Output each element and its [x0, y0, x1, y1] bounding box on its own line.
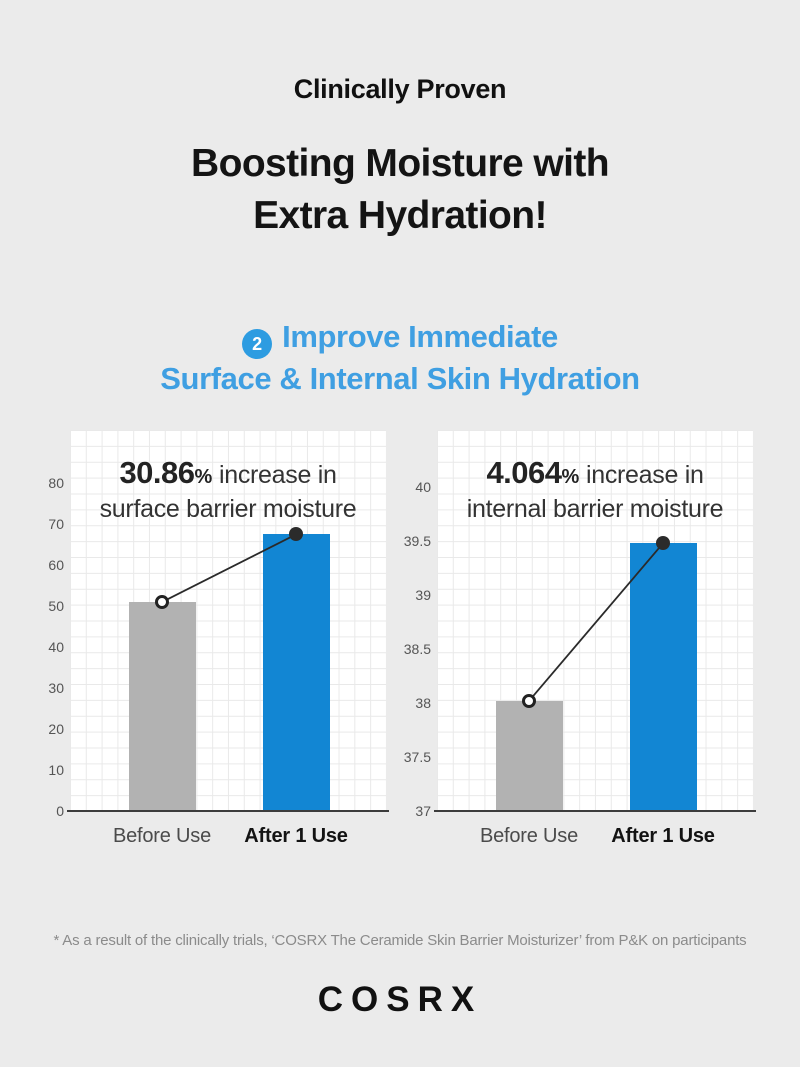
y-axis-tick-label: 10	[48, 762, 64, 779]
chart-title-left: 30.86% increase in surface barrier moist…	[70, 455, 386, 524]
y-axis-tick-label: 39.5	[403, 533, 431, 550]
chart-title-right-line2: internal barrier moisture	[466, 495, 724, 523]
y-axis-tick-label: 70	[48, 516, 64, 533]
y-axis-tick-label: 80	[48, 475, 64, 492]
y-axis-left-chart: 0 10 20 30 40 50 60 70 80	[30, 430, 64, 819]
percent-sign: %	[194, 466, 213, 488]
y-axis-tick-label: 40	[415, 479, 431, 496]
main-heading-line2: Extra Hydration!	[253, 194, 547, 237]
plot-area-left-chart: 30.86% increase in surface barrier moist…	[67, 430, 389, 812]
y-axis-tick-label: 50	[48, 598, 64, 615]
y-axis-tick-label: 37.5	[403, 749, 431, 766]
y-axis-tick-label: 39	[415, 587, 431, 604]
x-label-after-1-use: After 1 Use	[244, 825, 348, 847]
plot-area-right-chart: 4.064% increase in internal barrier mois…	[434, 430, 756, 812]
bar-after-1-use	[262, 534, 330, 811]
main-heading-line1: Boosting Moisture with	[191, 142, 610, 185]
y-axis-tick-label: 20	[48, 721, 64, 738]
percent-sign: %	[561, 466, 580, 488]
chart-internal-barrier-moisture: 37 37.5 38 38.5 39 39.5 40 4.064% increase in …	[397, 430, 756, 870]
bar-after-1-use	[629, 543, 697, 811]
sub-heading-line2: Surface & Internal Skin Hydration	[160, 361, 640, 396]
x-axis-line	[434, 810, 756, 812]
chart-surface-barrier-moisture: 0 10 20 30 40 50 60 70 80 30.86% increase in sur…	[30, 430, 389, 870]
y-axis-tick-label: 0	[56, 803, 64, 819]
y-axis-tick-label: 40	[48, 639, 64, 656]
x-label-after-1-use: After 1 Use	[611, 825, 715, 847]
bar-before-use	[495, 700, 563, 811]
y-axis-tick-label: 37	[415, 803, 431, 819]
y-axis-tick-label: 30	[48, 680, 64, 697]
sub-heading-line1: 2 Improve Immediate	[0, 317, 800, 359]
sub-heading: 2 Improve Immediate Surface & Internal Sk…	[0, 317, 800, 399]
before-point-marker-icon	[155, 595, 169, 610]
bar-before-use	[128, 602, 196, 811]
y-axis-tick-label: 60	[48, 557, 64, 574]
sub-heading-line1-text: Improve Immediate	[282, 319, 558, 354]
percent-value: 4.064	[486, 455, 562, 490]
after-point-marker-icon	[289, 527, 303, 542]
chart-title-right: 4.064% increase in internal barrier mois…	[437, 455, 753, 524]
header: Clinically Proven Boosting Moisture with…	[0, 0, 800, 399]
chart-title-right-line1: 4.064% increase in	[437, 455, 753, 494]
chart-title-left-line2: surface barrier moisture	[99, 495, 357, 523]
x-axis-line	[67, 810, 389, 812]
eyebrow-title: Clinically Proven	[293, 74, 507, 104]
after-point-marker-icon	[656, 536, 670, 551]
cosrx-logo: COSRX	[317, 980, 483, 1019]
chart-title-left-line1: 30.86% increase in	[70, 455, 386, 494]
connector-line	[528, 542, 664, 702]
x-label-before-use: Before Use	[479, 825, 579, 847]
footnote: * As a result of the clinically trials, …	[53, 932, 747, 949]
before-point-marker-icon	[522, 693, 536, 708]
title-suffix: increase in	[212, 461, 337, 489]
y-axis-tick-label: 38.5	[403, 641, 431, 658]
y-axis-tick-label: 38	[415, 695, 431, 712]
title-suffix: increase in	[579, 461, 704, 489]
percent-value: 30.86	[119, 455, 195, 490]
x-label-before-use: Before Use	[112, 825, 212, 847]
y-axis-right-chart: 37 37.5 38 38.5 39 39.5 40	[397, 430, 431, 819]
main-heading: Boosting Moisture with Extra Hydration!	[0, 138, 800, 242]
number-2-badge-icon: 2	[242, 329, 273, 359]
connector-line	[161, 533, 297, 603]
